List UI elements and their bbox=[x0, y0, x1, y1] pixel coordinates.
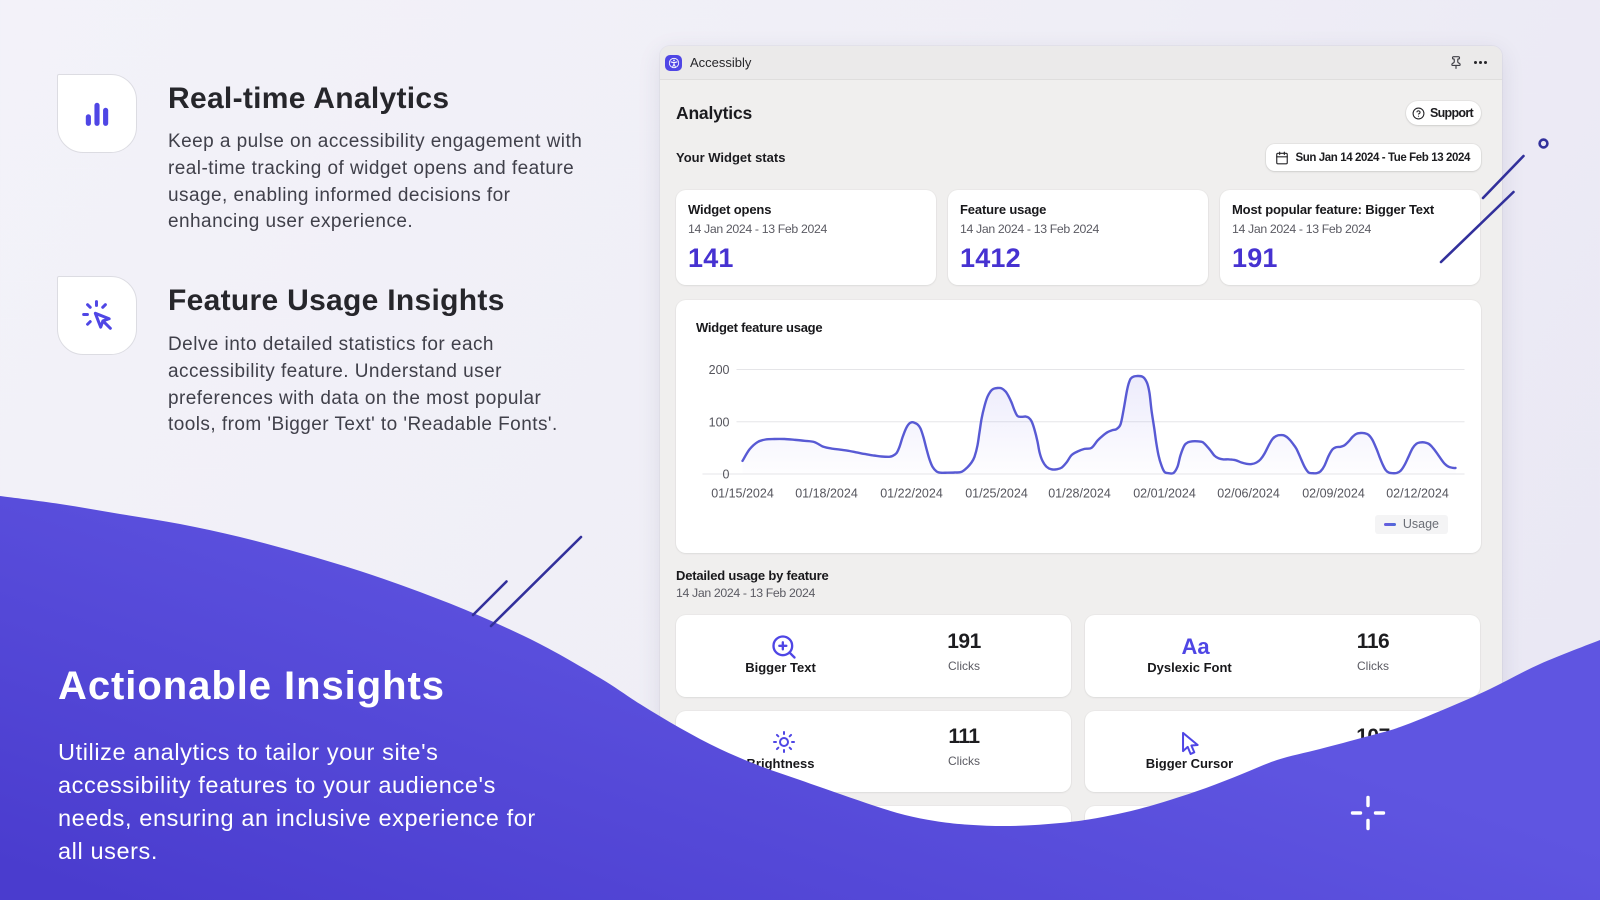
svg-text:0: 0 bbox=[723, 468, 730, 482]
svg-text:02/06/2024: 02/06/2024 bbox=[1217, 487, 1280, 501]
svg-text:02/01/2024: 02/01/2024 bbox=[1133, 487, 1196, 501]
svg-text:200: 200 bbox=[709, 363, 730, 377]
svg-text:01/22/2024: 01/22/2024 bbox=[880, 487, 943, 501]
svg-text:02/12/2024: 02/12/2024 bbox=[1386, 487, 1449, 501]
svg-text:02/09/2024: 02/09/2024 bbox=[1302, 487, 1365, 501]
svg-text:100: 100 bbox=[709, 415, 730, 429]
svg-text:01/28/2024: 01/28/2024 bbox=[1048, 487, 1111, 501]
svg-text:01/18/2024: 01/18/2024 bbox=[795, 487, 858, 501]
svg-text:01/25/2024: 01/25/2024 bbox=[965, 487, 1028, 501]
svg-text:01/15/2024: 01/15/2024 bbox=[711, 487, 774, 501]
